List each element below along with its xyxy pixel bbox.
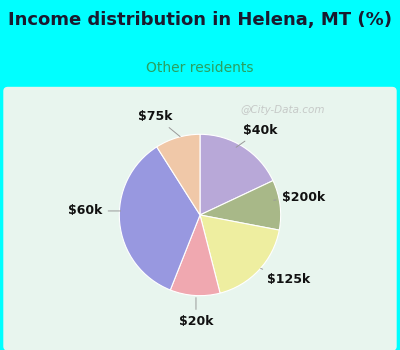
Text: $40k: $40k xyxy=(236,124,278,147)
Wedge shape xyxy=(119,147,200,290)
Wedge shape xyxy=(200,215,279,293)
Text: $200k: $200k xyxy=(274,191,325,204)
Text: @City-Data.com: @City-Data.com xyxy=(241,105,325,115)
Wedge shape xyxy=(200,134,273,215)
Text: $125k: $125k xyxy=(261,268,310,286)
Wedge shape xyxy=(170,215,220,296)
Text: Income distribution in Helena, MT (%): Income distribution in Helena, MT (%) xyxy=(8,10,392,28)
Text: $20k: $20k xyxy=(179,298,213,328)
Text: Other residents: Other residents xyxy=(146,61,254,75)
Wedge shape xyxy=(200,181,281,230)
Wedge shape xyxy=(157,134,200,215)
Text: $60k: $60k xyxy=(68,204,120,217)
Text: $75k: $75k xyxy=(138,110,180,136)
